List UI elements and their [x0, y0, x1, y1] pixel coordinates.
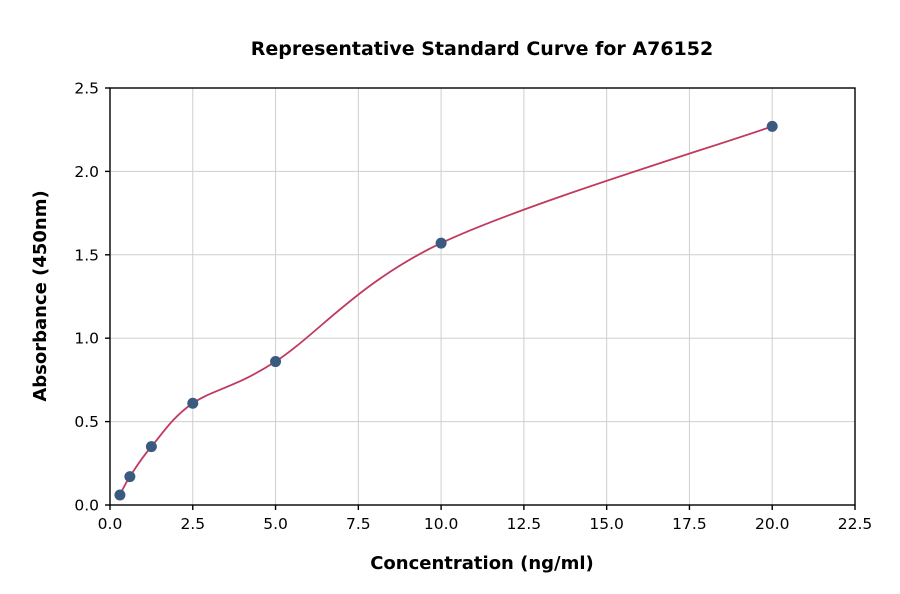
x-tick-label: 15.0: [589, 515, 624, 533]
data-point: [124, 471, 136, 483]
chart-title: Representative Standard Curve for A76152: [251, 38, 713, 60]
x-tick-label: 2.5: [180, 515, 205, 533]
y-tick-label: 1.0: [74, 330, 99, 348]
x-tick-label: 5.0: [263, 515, 288, 533]
y-tick-label: 2.5: [74, 80, 99, 98]
plot-border: [109, 87, 856, 506]
x-tick-label: 12.5: [507, 515, 542, 533]
x-tick-label: 10.0: [424, 515, 459, 533]
data-point: [270, 356, 282, 368]
x-tick-label: 20.0: [755, 515, 790, 533]
data-point: [187, 397, 199, 409]
x-tick-label: 7.5: [346, 515, 371, 533]
plot-content: 0.0 2.5 5.0 7.5 10.0 12.5 15.0 17.5 20.0 22.5 0.0 0…: [74, 80, 872, 534]
x-axis-label: Concentration (ng/ml): [370, 553, 594, 574]
fit-curve: [119, 125, 773, 496]
x-tick-label: 22.5: [838, 515, 873, 533]
y-tick-label: 1.5: [74, 246, 99, 264]
y-tick-label: 0.0: [74, 497, 99, 515]
y-tick-label: 0.5: [74, 413, 99, 431]
data-point: [145, 441, 157, 453]
data-point: [114, 489, 126, 501]
x-tick-label: 0.0: [98, 515, 123, 533]
y-tick-label: 2.0: [74, 163, 99, 181]
y-axis-label: Absorbance (450nm): [30, 190, 51, 401]
x-tick-label: 17.5: [672, 515, 707, 533]
data-point: [766, 120, 778, 132]
data-point: [435, 237, 447, 249]
